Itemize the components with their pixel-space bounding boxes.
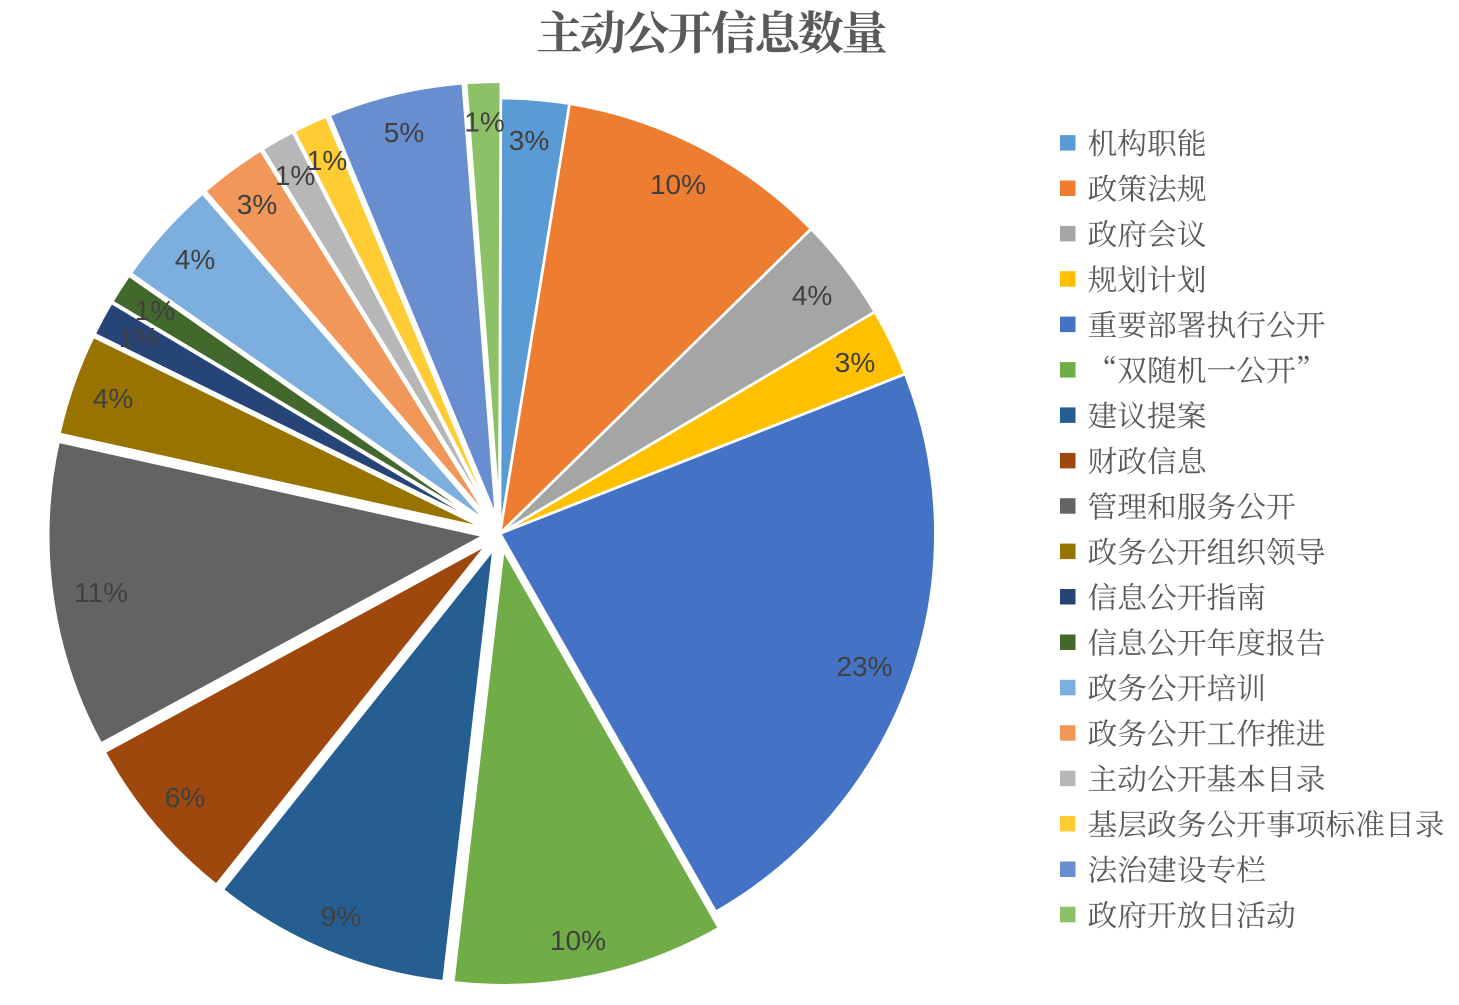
svg-text:23%: 23% <box>836 651 892 682</box>
svg-text:1%: 1% <box>119 322 159 353</box>
svg-text:3%: 3% <box>237 189 277 220</box>
svg-text:1%: 1% <box>135 295 175 326</box>
svg-text:6%: 6% <box>165 782 205 813</box>
svg-text:1%: 1% <box>275 160 315 191</box>
svg-text:1%: 1% <box>307 145 347 176</box>
svg-text:10%: 10% <box>550 925 606 956</box>
svg-text:3%: 3% <box>509 125 549 156</box>
svg-text:10%: 10% <box>650 169 706 200</box>
svg-text:5%: 5% <box>384 117 424 148</box>
svg-text:4%: 4% <box>792 280 832 311</box>
svg-text:3%: 3% <box>835 347 875 378</box>
svg-text:9%: 9% <box>321 901 361 932</box>
svg-text:4%: 4% <box>93 383 133 414</box>
svg-text:1%: 1% <box>464 107 504 138</box>
svg-text:4%: 4% <box>175 244 215 275</box>
svg-text:11%: 11% <box>74 577 128 608</box>
